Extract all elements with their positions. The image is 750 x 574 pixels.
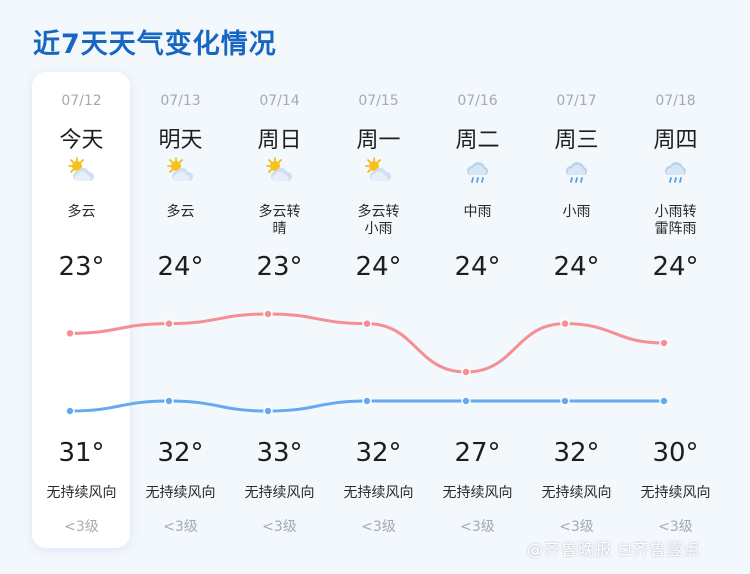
day-label: 今天 xyxy=(59,128,104,153)
sun-cloud-icon xyxy=(165,156,197,188)
date-label: 07/14 xyxy=(259,93,300,109)
rain-cloud-icon xyxy=(660,156,692,188)
upper-point xyxy=(164,318,174,329)
condition-label: 多云 xyxy=(166,204,195,220)
upper-point xyxy=(659,338,669,348)
page-title: 近7天天气变化情况 xyxy=(33,29,277,60)
day-column: 07/13 明天 多云 24° 32° 无持续风向 <3级 xyxy=(131,72,230,548)
day-column: 07/12 今天 多云 23° 31° 无持续风向 <3级 xyxy=(32,72,131,548)
date-label: 07/17 xyxy=(556,93,597,109)
high-temp: 24° xyxy=(652,252,699,282)
condition-label: 小雨 xyxy=(562,204,591,220)
day-column: 07/16 周二 中雨 24° 27° 无持续风向 <3级 xyxy=(428,72,527,548)
wind-direction: 无持续风向 xyxy=(145,485,216,501)
upper-point xyxy=(263,309,273,319)
date-label: 07/16 xyxy=(457,93,498,109)
wind-level: <3级 xyxy=(658,519,693,535)
rain-cloud-icon xyxy=(561,156,593,188)
day-label: 周二 xyxy=(455,128,500,153)
lower-point xyxy=(164,396,174,406)
high-temp: 23° xyxy=(58,252,105,282)
condition-label: 多云转 晴 xyxy=(258,204,301,237)
low-temp: 32° xyxy=(157,438,204,468)
day-column: 07/18 周四 小雨转 雷阵雨 24° 30° 无持续风向 <3级 xyxy=(626,72,725,548)
low-temp: 31° xyxy=(58,438,105,468)
wind-level: <3级 xyxy=(262,519,297,535)
date-label: 07/15 xyxy=(358,93,399,109)
date-label: 07/18 xyxy=(655,93,696,109)
high-temp: 24° xyxy=(355,252,402,282)
condition-label: 多云 xyxy=(67,204,96,220)
day-label: 周一 xyxy=(356,128,401,153)
low-temp: 32° xyxy=(553,438,600,468)
high-temp: 24° xyxy=(157,252,204,282)
wind-direction: 无持续风向 xyxy=(541,485,612,501)
high-temp: 24° xyxy=(553,252,600,282)
sun-cloud-icon xyxy=(363,156,395,188)
wind-level: <3级 xyxy=(163,519,198,535)
day-label: 明天 xyxy=(158,128,203,153)
lower-point xyxy=(560,396,570,406)
sun-cloud-icon xyxy=(66,156,98,188)
high-temp: 23° xyxy=(256,252,303,282)
lower-point xyxy=(659,396,669,406)
upper-point xyxy=(461,367,471,377)
wind-direction: 无持续风向 xyxy=(442,485,513,501)
wind-direction: 无持续风向 xyxy=(343,485,414,501)
low-temp: 32° xyxy=(355,438,402,468)
rain-cloud-icon xyxy=(462,156,494,188)
upper-point xyxy=(560,318,570,329)
today-card xyxy=(32,72,130,548)
lower-point xyxy=(461,396,471,406)
condition-label: 小雨转 雷阵雨 xyxy=(654,204,697,237)
wind-level: <3级 xyxy=(460,519,495,535)
date-label: 07/13 xyxy=(160,93,201,109)
day-column: 07/14 周日 多云转 晴 23° 33° 无持续风向 <3级 xyxy=(230,72,329,548)
day-label: 周四 xyxy=(653,128,698,153)
day-label: 周三 xyxy=(554,128,599,153)
wind-level: <3级 xyxy=(559,519,594,535)
day-label: 周日 xyxy=(257,128,302,153)
wind-level: <3级 xyxy=(64,519,99,535)
lower-point xyxy=(65,406,75,416)
condition-label: 中雨 xyxy=(463,204,492,220)
day-column: 07/17 周三 小雨 24° 32° 无持续风向 <3级 xyxy=(527,72,626,548)
sun-cloud-icon xyxy=(264,156,296,188)
upper-point xyxy=(65,328,75,339)
wind-level: <3级 xyxy=(361,519,396,535)
lower-point xyxy=(362,396,372,406)
wind-direction: 无持续风向 xyxy=(640,485,711,501)
watermark: @齐鲁晚报 ⊡齐鲁壹点 xyxy=(527,540,701,559)
condition-label: 多云转 小雨 xyxy=(357,204,400,237)
low-temp: 27° xyxy=(454,438,501,468)
day-column: 07/15 周一 多云转 小雨 24° 32° 无持续风向 <3级 xyxy=(329,72,428,548)
wind-direction: 无持续风向 xyxy=(46,485,117,501)
low-temp: 30° xyxy=(652,438,699,468)
lower-point xyxy=(263,406,273,416)
wind-direction: 无持续风向 xyxy=(244,485,315,501)
low-temp: 33° xyxy=(256,438,303,468)
date-label: 07/12 xyxy=(61,93,102,109)
upper-point xyxy=(362,318,372,329)
high-temp: 24° xyxy=(454,252,501,282)
